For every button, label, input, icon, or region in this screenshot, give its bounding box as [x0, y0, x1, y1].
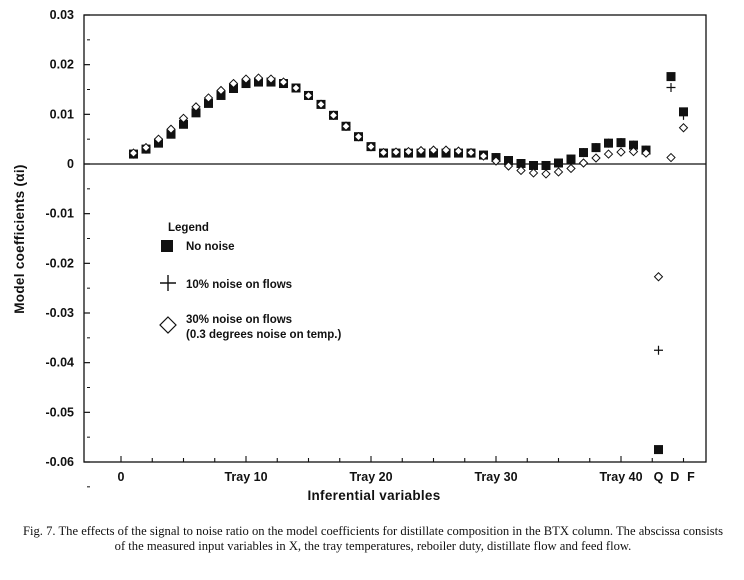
x-tick-label: Tray 10: [224, 470, 267, 484]
point-30pct-noise: [541, 169, 551, 179]
point-30pct-noise: [391, 147, 401, 157]
point-30pct-noise: [178, 113, 189, 124]
x-tick-label: Tray 40: [599, 470, 642, 484]
plot-border: [83, 14, 707, 463]
x-tick-label: F: [687, 470, 695, 484]
y-tick-label: 0: [67, 157, 74, 171]
figure-caption: Fig. 7. The effects of the signal to noi…: [23, 524, 723, 553]
point-no-noise: [666, 72, 676, 82]
point-10pct-noise: [654, 345, 663, 355]
point-30pct-noise: [153, 134, 164, 144]
point-30pct-noise: [241, 74, 251, 84]
point-30pct-noise: [416, 145, 426, 156]
point-10pct-noise: [604, 138, 613, 148]
y-tick-label: -0.02: [46, 256, 75, 270]
y-axis-title: Model coefficients (αi): [12, 164, 27, 313]
y-tick-label: 0.02: [50, 58, 74, 72]
point-30pct-noise: [616, 147, 626, 157]
point-30pct-noise: [566, 163, 576, 174]
x-tick-label: Tray 20: [349, 470, 392, 484]
legend-label-30pct: 30% noise on flows: [186, 314, 292, 326]
chart: 0.03 0.02 0.01 0 -0.01 -0.02 -0.03 -0.04 -0.05 -0…: [12, 8, 707, 503]
point-10pct-noise: [666, 83, 676, 93]
y-tick-label: -0.03: [46, 306, 75, 320]
point-30pct-noise: [453, 146, 464, 156]
y-axis: 0.03 0.02 0.01 0 -0.01 -0.02 -0.03 -0.04 -0.05 -0…: [46, 8, 90, 488]
y-tick-label: -0.05: [46, 405, 75, 419]
point-30pct-noise: [403, 146, 414, 157]
point-30pct-noise: [203, 93, 214, 103]
point-30pct-noise: [291, 83, 301, 93]
point-30pct-noise: [253, 73, 264, 83]
point-30pct-noise: [528, 168, 539, 178]
point-10pct-noise: [616, 138, 626, 148]
point-10pct-noise: [679, 110, 688, 120]
point-30pct-noise: [328, 110, 339, 121]
point-30pct-noise: [491, 156, 501, 166]
point-30pct-noise: [228, 78, 239, 89]
point-30pct-noise: [316, 99, 326, 110]
x-tick-label: D: [670, 470, 679, 484]
legend-title: Legend: [168, 222, 209, 234]
x-tick-label: Q: [654, 470, 664, 484]
point-30pct-noise: [678, 123, 689, 133]
point-30pct-noise: [303, 90, 314, 101]
point-30pct-noise: [191, 102, 201, 112]
y-tick-label: 0.01: [50, 107, 74, 121]
point-30pct-noise: [666, 152, 676, 163]
point-30pct-noise: [353, 131, 364, 142]
y-tick-label: -0.06: [46, 455, 75, 469]
point-10pct-noise: [541, 160, 551, 170]
point-30pct-noise: [278, 77, 289, 87]
point-30pct-noise: [141, 142, 151, 153]
point-30pct-noise: [216, 85, 226, 96]
x-tick-label: 0: [118, 470, 125, 484]
y-tick-label: 0.03: [50, 8, 74, 22]
point-30pct-noise: [341, 121, 351, 131]
point-30pct-noise: [628, 146, 639, 157]
legend-marker-no-noise: [161, 240, 173, 252]
x-axis: 0 Tray 10 Tray 20 Tray 30 Tray 40 Q D F: [118, 456, 695, 484]
point-30pct-noise: [466, 147, 476, 158]
point-30pct-noise: [578, 158, 589, 168]
point-10pct-noise: [591, 143, 601, 153]
y-tick-label: -0.04: [46, 356, 75, 370]
point-30pct-noise: [591, 153, 601, 163]
point-30pct-noise: [128, 148, 139, 158]
y-tick-label: -0.01: [46, 207, 75, 221]
point-10pct-noise: [554, 158, 563, 168]
point-30pct-noise: [428, 145, 439, 155]
point-30pct-noise: [378, 147, 389, 158]
legend-marker-30pct: [159, 316, 177, 334]
point-30pct-noise: [516, 165, 526, 176]
point-30pct-noise: [641, 148, 651, 158]
point-30pct-noise: [503, 161, 514, 171]
legend-marker-10pct: [160, 275, 176, 291]
point-30pct-noise: [441, 145, 451, 155]
legend-label-30pct-note: (0.3 degrees noise on temp.): [186, 329, 341, 341]
legend: Legend No noise 10% noise on flows 30% n…: [159, 222, 341, 341]
point-30pct-noise: [603, 149, 614, 159]
point-30pct-noise: [366, 141, 376, 152]
data-markers: [128, 72, 689, 455]
point-30pct-noise: [478, 151, 489, 161]
point-30pct-noise: [166, 124, 176, 134]
x-axis-title: Inferential variables: [307, 488, 440, 503]
point-30pct-noise: [553, 167, 564, 177]
point-no-noise: [654, 445, 663, 455]
point-30pct-noise: [653, 272, 664, 282]
point-10pct-noise: [566, 154, 576, 164]
point-10pct-noise: [579, 148, 588, 158]
x-tick-label: Tray 30: [474, 470, 517, 484]
plot-frame: [83, 14, 707, 463]
legend-label-no-noise: No noise: [186, 241, 235, 253]
point-30pct-noise: [266, 74, 276, 84]
legend-label-10pct: 10% noise on flows: [186, 279, 292, 291]
